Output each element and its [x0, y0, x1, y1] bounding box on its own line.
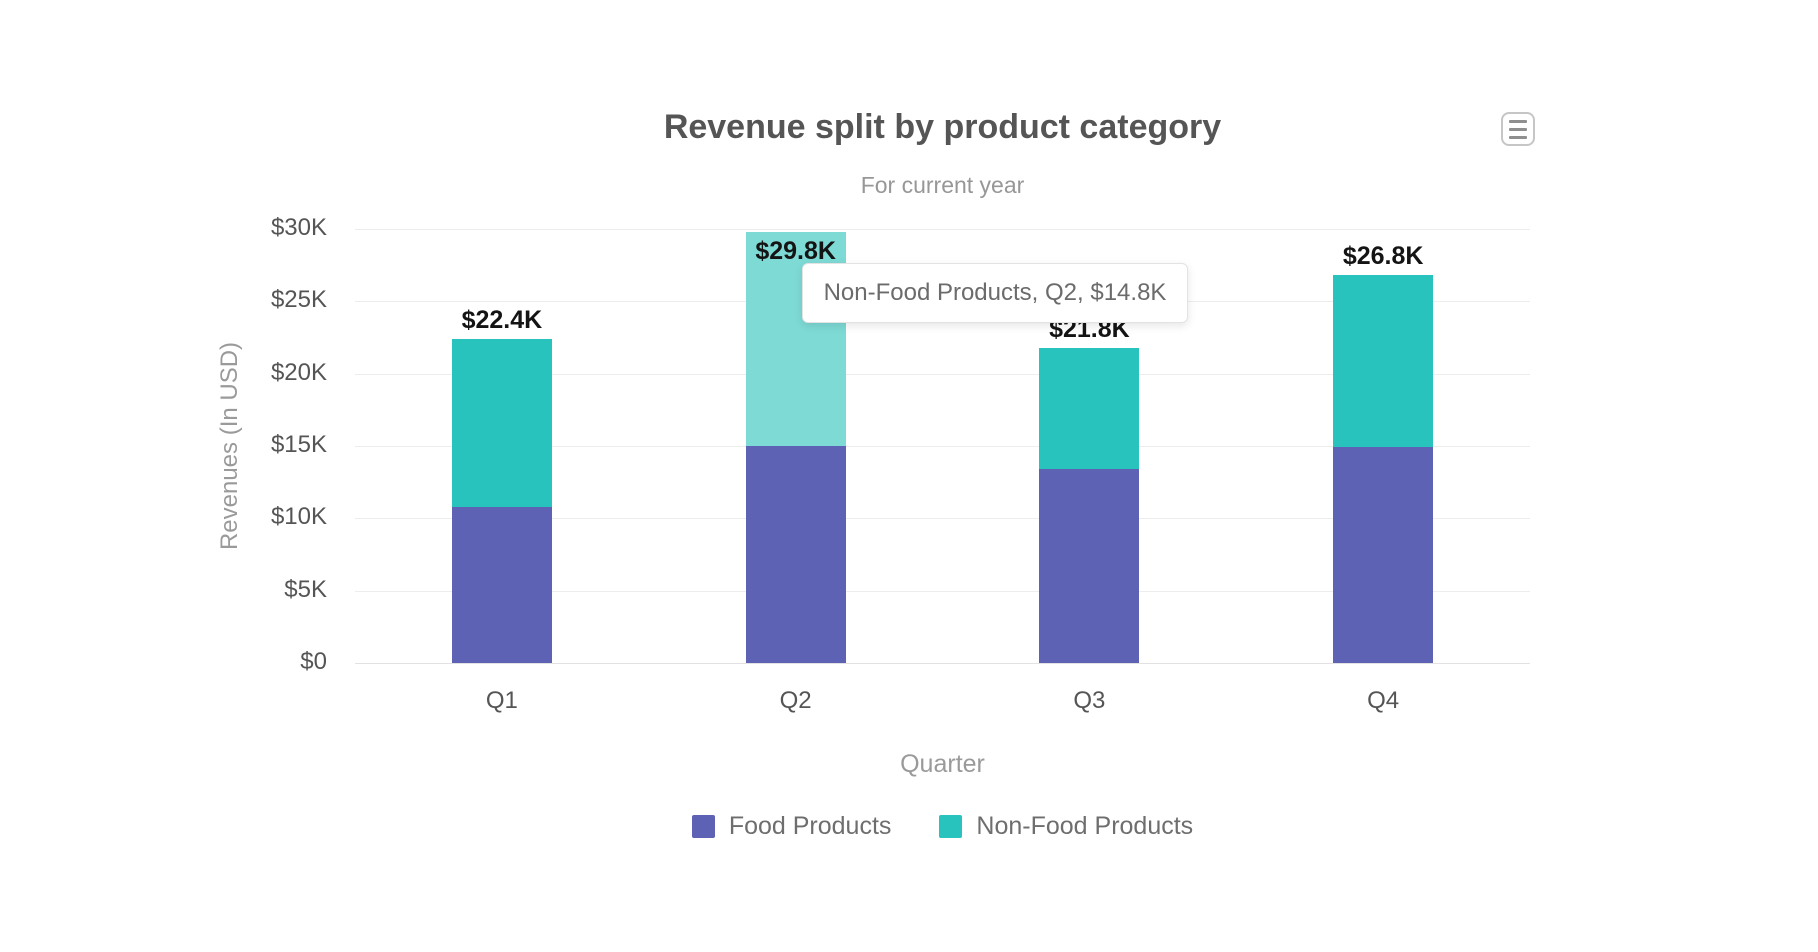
- tooltip-text: Non-Food Products, Q2, $14.8K: [823, 279, 1167, 306]
- y-tick-label: $0: [300, 648, 327, 675]
- y-tick-label: $20K: [270, 358, 327, 386]
- legend-label: Non-Food Products: [976, 812, 1194, 840]
- legend-item-food-products[interactable]: Food Products: [691, 812, 892, 841]
- chart-title: Revenue split by product category: [663, 108, 1222, 146]
- chart-subtitle: For current year: [860, 172, 1025, 198]
- gridline: [355, 229, 1530, 230]
- y-tick-label: $15K: [270, 431, 327, 458]
- gridline: [355, 518, 1530, 520]
- tooltip: Non-Food Products, Q2, $14.8K: [802, 263, 1188, 323]
- gridline: [355, 663, 1530, 664]
- legend-swatch-non-food-products: [939, 815, 963, 838]
- bar-segment-non-food-q3[interactable]: [1039, 347, 1140, 470]
- y-tick-label: $30K: [270, 214, 327, 241]
- y-tick-label: $10K: [270, 503, 327, 531]
- x-tick-label: Q4: [1367, 687, 1400, 714]
- y-tick-label: $25K: [270, 286, 327, 314]
- legend: Food Products Non-Food Products: [355, 812, 1530, 841]
- x-tick-label: Q1: [485, 687, 518, 714]
- x-tick-label: Q2: [779, 687, 812, 714]
- bar-segment-non-food-q1[interactable]: [451, 338, 552, 507]
- bar-segment-food-q3[interactable]: [1039, 469, 1140, 663]
- gridline: [355, 373, 1530, 375]
- legend-item-non-food-products[interactable]: Non-Food Products: [939, 812, 1193, 841]
- bar-segment-food-q2[interactable]: [745, 446, 846, 663]
- y-tick-label: $5K: [284, 575, 327, 603]
- x-axis-title: Quarter: [900, 750, 985, 778]
- legend-swatch-food-products: [691, 815, 715, 838]
- bar-segment-non-food-q4[interactable]: [1333, 275, 1434, 448]
- bar-segment-food-q4[interactable]: [1333, 447, 1434, 663]
- bar-total-label: $29.8K: [755, 236, 836, 265]
- gridline: [355, 590, 1530, 592]
- chart-menu-button[interactable]: [1501, 112, 1535, 146]
- bar-total-label: $26.8K: [1342, 242, 1424, 271]
- gridline: [355, 446, 1530, 447]
- bar-total-label: $22.4K: [461, 305, 543, 334]
- bar-segment-food-q1[interactable]: [451, 506, 552, 663]
- legend-label: Food Products: [728, 812, 892, 840]
- hamburger-menu-icon: [1509, 119, 1527, 139]
- x-tick-label: Q3: [1073, 687, 1106, 714]
